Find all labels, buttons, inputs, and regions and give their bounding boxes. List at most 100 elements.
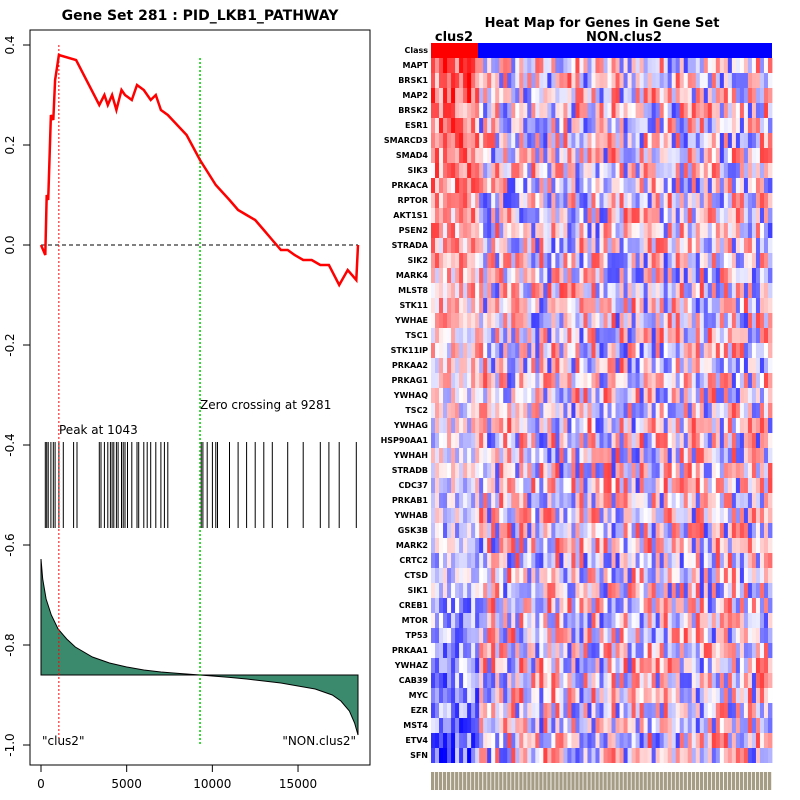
heat-cell bbox=[531, 223, 536, 238]
heat-cell bbox=[635, 538, 641, 553]
heat-cell bbox=[443, 343, 448, 358]
heat-cell bbox=[459, 178, 464, 193]
heat-cell bbox=[743, 598, 749, 613]
heat-cell bbox=[639, 418, 645, 433]
heat-cell bbox=[503, 598, 508, 613]
heat-cell bbox=[731, 553, 737, 568]
heat-cell bbox=[483, 433, 488, 448]
heat-cell bbox=[663, 148, 669, 163]
heat-cell bbox=[623, 598, 628, 613]
heat-cell bbox=[615, 643, 620, 658]
heat-cell bbox=[551, 508, 556, 523]
heat-cell bbox=[527, 748, 532, 763]
heat-cell bbox=[763, 238, 769, 253]
heat-cell bbox=[519, 523, 524, 538]
heat-cell bbox=[683, 583, 689, 598]
heat-cell bbox=[443, 253, 448, 268]
heat-cell bbox=[591, 283, 596, 298]
heat-cell bbox=[459, 523, 464, 538]
heat-cell bbox=[707, 508, 713, 523]
heat-cell bbox=[495, 598, 500, 613]
heat-cell bbox=[603, 628, 608, 643]
heat-cell bbox=[687, 58, 693, 73]
heat-cell bbox=[587, 298, 592, 313]
heat-cell bbox=[571, 358, 576, 373]
heat-cell bbox=[671, 208, 677, 223]
heat-cell bbox=[463, 583, 468, 598]
heat-cell bbox=[555, 268, 560, 283]
heat-cell bbox=[651, 583, 657, 598]
heat-cell bbox=[519, 403, 524, 418]
sample-label-mark bbox=[511, 772, 515, 790]
sample-label-mark bbox=[723, 772, 728, 790]
heat-cell bbox=[519, 463, 524, 478]
heat-cell bbox=[491, 598, 496, 613]
heat-cell bbox=[663, 358, 669, 373]
heat-cell bbox=[527, 313, 532, 328]
heat-cell bbox=[523, 208, 528, 223]
heat-cell bbox=[623, 508, 628, 523]
heat-cell bbox=[639, 313, 645, 328]
heat-cell bbox=[767, 448, 773, 463]
heat-cell bbox=[479, 313, 484, 328]
heat-cell bbox=[479, 403, 484, 418]
heat-cell bbox=[543, 58, 548, 73]
heat-cell bbox=[695, 448, 701, 463]
heat-cell bbox=[463, 223, 468, 238]
heat-cell bbox=[699, 718, 705, 733]
heat-cell bbox=[687, 133, 693, 148]
heat-cell bbox=[679, 388, 685, 403]
heat-cell bbox=[483, 313, 488, 328]
heat-cell bbox=[743, 88, 749, 103]
heat-cell bbox=[439, 643, 444, 658]
gene-label-30: YWHAB bbox=[393, 511, 428, 520]
heat-cell bbox=[631, 148, 636, 163]
heat-cell bbox=[719, 718, 725, 733]
heat-cell bbox=[747, 493, 753, 508]
heat-cell bbox=[527, 193, 532, 208]
heat-cell bbox=[711, 673, 717, 688]
sample-label-mark bbox=[443, 772, 447, 790]
heat-cell bbox=[487, 628, 492, 643]
gene-label-4: ESR1 bbox=[405, 121, 428, 130]
heat-cell bbox=[451, 148, 456, 163]
heat-cell bbox=[659, 718, 665, 733]
heat-cell bbox=[571, 313, 576, 328]
heat-cell bbox=[439, 553, 444, 568]
heat-cell bbox=[463, 613, 468, 628]
heat-cell bbox=[527, 523, 532, 538]
heat-cell bbox=[719, 193, 725, 208]
heat-cell bbox=[435, 328, 440, 343]
heat-cell bbox=[651, 478, 657, 493]
heat-cell bbox=[587, 58, 592, 73]
heat-cell bbox=[535, 688, 540, 703]
heat-cell bbox=[655, 268, 661, 283]
heat-cell bbox=[659, 418, 665, 433]
heat-cell bbox=[755, 688, 761, 703]
heat-cell bbox=[603, 508, 608, 523]
heat-cell bbox=[539, 493, 544, 508]
sample-label-mark bbox=[543, 772, 547, 790]
heat-cell bbox=[523, 748, 528, 763]
heat-cell bbox=[467, 298, 472, 313]
heat-cell bbox=[483, 553, 488, 568]
heat-cell bbox=[543, 508, 548, 523]
heat-cell bbox=[447, 463, 452, 478]
heat-cell bbox=[767, 568, 773, 583]
heat-cell bbox=[455, 403, 460, 418]
heat-cell bbox=[519, 103, 524, 118]
heat-cell bbox=[567, 118, 572, 133]
heat-cell bbox=[539, 748, 544, 763]
heat-cell bbox=[555, 118, 560, 133]
sample-label-mark bbox=[503, 772, 507, 790]
heat-cell bbox=[655, 598, 661, 613]
heat-cell bbox=[679, 403, 685, 418]
heat-cell bbox=[487, 448, 492, 463]
sample-label-mark bbox=[719, 772, 724, 790]
heat-cell bbox=[659, 748, 665, 763]
heat-cell bbox=[667, 223, 673, 238]
heat-cell bbox=[491, 673, 496, 688]
heat-cell bbox=[751, 673, 757, 688]
heat-cell bbox=[579, 58, 584, 73]
heat-cell bbox=[707, 148, 713, 163]
